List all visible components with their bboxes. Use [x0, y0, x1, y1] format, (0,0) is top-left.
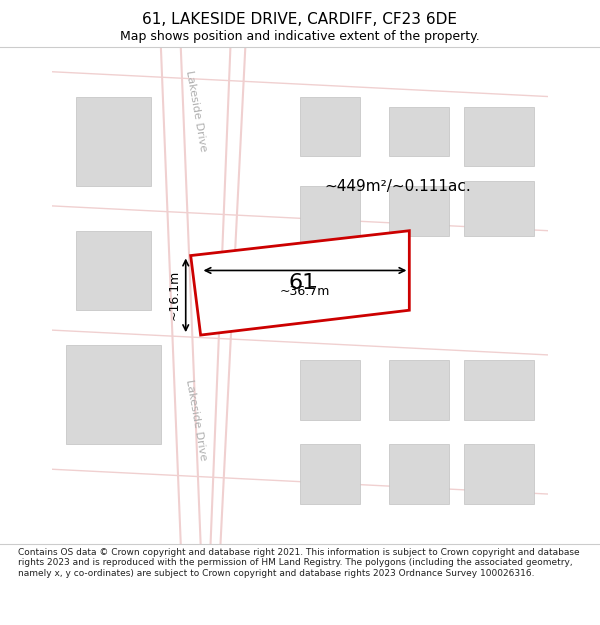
Text: ~36.7m: ~36.7m: [280, 286, 330, 298]
Polygon shape: [464, 181, 533, 236]
Text: 61: 61: [289, 273, 317, 293]
Polygon shape: [67, 345, 161, 444]
Text: ~449m²/~0.111ac.: ~449m²/~0.111ac.: [325, 179, 472, 194]
Text: Lakeside Drive: Lakeside Drive: [184, 378, 208, 461]
Text: Contains OS data © Crown copyright and database right 2021. This information is : Contains OS data © Crown copyright and d…: [18, 548, 580, 578]
Polygon shape: [389, 444, 449, 504]
Polygon shape: [389, 106, 449, 156]
Polygon shape: [191, 231, 409, 335]
Polygon shape: [300, 96, 359, 156]
Polygon shape: [76, 96, 151, 186]
Polygon shape: [389, 186, 449, 236]
Polygon shape: [300, 444, 359, 504]
Text: Lakeside Drive: Lakeside Drive: [184, 70, 208, 153]
Polygon shape: [464, 106, 533, 166]
Text: ~16.1m: ~16.1m: [168, 270, 181, 321]
Polygon shape: [464, 360, 533, 419]
Polygon shape: [300, 360, 359, 419]
Polygon shape: [76, 231, 151, 310]
Polygon shape: [464, 444, 533, 504]
Text: Map shows position and indicative extent of the property.: Map shows position and indicative extent…: [120, 31, 480, 44]
Text: 61, LAKESIDE DRIVE, CARDIFF, CF23 6DE: 61, LAKESIDE DRIVE, CARDIFF, CF23 6DE: [143, 12, 458, 27]
Polygon shape: [389, 360, 449, 419]
Polygon shape: [300, 186, 359, 246]
